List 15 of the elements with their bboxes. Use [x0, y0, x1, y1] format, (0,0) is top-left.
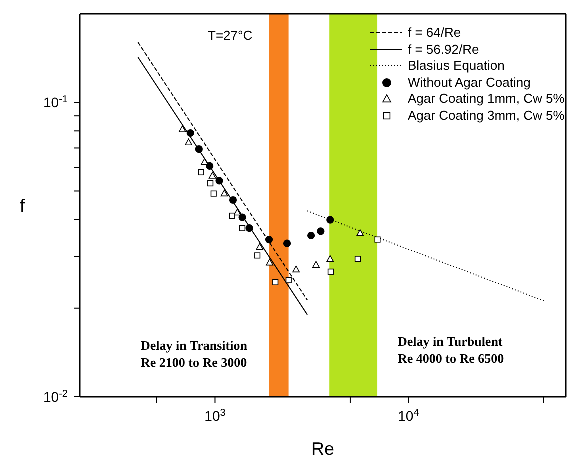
legend-label: f = 64/Re — [408, 25, 462, 42]
y-tick-label: 10$^{-1}$ — [44, 94, 68, 111]
x-axis-title: Re — [311, 439, 335, 459]
annotation: T=27°C — [208, 27, 253, 44]
legend-label: Agar Coating 1mm, Cw 5% — [408, 91, 565, 108]
y-tick-label: 10$^{-2}$ — [44, 388, 68, 405]
x-tick-label: 10$^{4}$ — [398, 408, 420, 424]
y-axis-title: f — [20, 196, 26, 216]
annotation: Delay in Turbulent Re 4000 to Re 6500 — [398, 333, 504, 367]
annotation: Delay in Transition Re 2100 to Re 3000 — [141, 337, 248, 371]
legend-label: Agar Coating 3mm, Cw 5% — [408, 108, 565, 124]
legend-label: Without Agar Coating — [408, 74, 531, 91]
legend-label: Blasius Equation — [408, 58, 505, 74]
x-tick-label: 10$^{3}$ — [204, 408, 226, 424]
legend-label: f = 56.92/Re — [408, 42, 480, 58]
